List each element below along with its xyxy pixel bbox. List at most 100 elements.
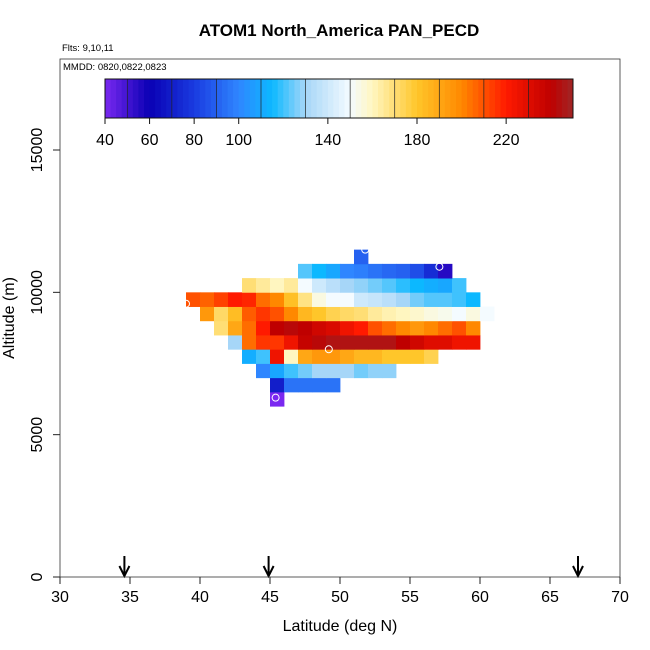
heatmap-cell bbox=[312, 320, 327, 336]
heatmap-cell bbox=[228, 292, 243, 307]
heatmap-cell bbox=[256, 363, 271, 379]
colorbar-swatch bbox=[361, 79, 368, 118]
colorbar-swatch bbox=[522, 79, 529, 118]
heatmap-cell bbox=[410, 320, 425, 336]
colorbar-swatch bbox=[216, 79, 223, 118]
heatmap-cell bbox=[270, 292, 285, 307]
heatmap-cell bbox=[242, 349, 257, 364]
colorbar-swatch bbox=[366, 79, 373, 118]
heatmap-cell bbox=[354, 306, 369, 322]
heatmap-cell bbox=[424, 349, 439, 364]
heatmap-cell bbox=[284, 363, 299, 379]
colorbar-swatch bbox=[322, 79, 329, 118]
colorbar-swatch bbox=[333, 79, 340, 118]
colorbar-swatch bbox=[222, 79, 229, 118]
colorbar-swatch bbox=[567, 79, 574, 118]
heatmap-cell bbox=[438, 292, 453, 307]
colorbar-swatch bbox=[500, 79, 507, 118]
colorbar-swatch bbox=[155, 79, 162, 118]
flight-marker bbox=[435, 262, 444, 271]
heatmap-cell bbox=[438, 278, 453, 293]
colorbar-swatch bbox=[394, 79, 401, 118]
heatmap-cell bbox=[424, 306, 439, 322]
colorbar-swatch bbox=[300, 79, 307, 118]
heatmap-cell bbox=[396, 349, 411, 364]
y-tick-label: 5000 bbox=[29, 417, 46, 453]
colorbar-swatch bbox=[311, 79, 318, 118]
heatmap-cell bbox=[410, 278, 425, 293]
flight-marker bbox=[271, 393, 280, 402]
colorbar-swatch bbox=[472, 79, 479, 118]
heatmap-cell bbox=[256, 335, 271, 350]
flight-marker bbox=[324, 345, 333, 354]
heatmap-cell bbox=[340, 363, 355, 379]
colorbar-swatch bbox=[489, 79, 496, 118]
heatmap-cell bbox=[326, 278, 341, 293]
arrow-head bbox=[118, 565, 131, 579]
heatmap-cell bbox=[298, 263, 313, 279]
colorbar-swatch bbox=[506, 79, 513, 118]
x-tick-label: 45 bbox=[261, 589, 279, 606]
colorbar-swatch bbox=[350, 79, 357, 118]
colorbar-swatch bbox=[339, 79, 346, 118]
heatmap-cell bbox=[326, 377, 341, 393]
heatmap-cell bbox=[200, 292, 215, 307]
heatmap-cell bbox=[242, 320, 257, 336]
heatmap-cell bbox=[452, 278, 467, 293]
heatmap-cell bbox=[354, 349, 369, 364]
heatmap-cell bbox=[466, 320, 481, 336]
heatmap-cell bbox=[424, 278, 439, 293]
heatmap-cell bbox=[298, 320, 313, 336]
profile-arrows bbox=[118, 556, 584, 579]
heatmap-cell bbox=[438, 320, 453, 336]
x-tick-label: 55 bbox=[401, 589, 419, 606]
heatmap-cell bbox=[368, 335, 383, 350]
colorbar-swatch bbox=[561, 79, 568, 118]
arrow-head bbox=[262, 565, 275, 579]
colorbar-swatch bbox=[400, 79, 407, 118]
heatmap-cell bbox=[270, 320, 285, 336]
heatmap-cell bbox=[382, 278, 397, 293]
heatmap-cell bbox=[298, 306, 313, 322]
heatmap-cell bbox=[312, 377, 327, 393]
heatmap-cell bbox=[214, 292, 229, 307]
colorbar-swatch bbox=[177, 79, 184, 118]
flight-marker bbox=[182, 299, 190, 308]
x-tick-label: 30 bbox=[51, 589, 69, 606]
colorbar-tick-label: 80 bbox=[185, 132, 203, 149]
colorbar-swatch bbox=[556, 79, 563, 118]
colorbar-swatch bbox=[272, 79, 279, 118]
colorbar-swatch bbox=[294, 79, 301, 118]
colorbar-tick-label: 220 bbox=[493, 132, 520, 149]
heatmap-cell bbox=[480, 306, 495, 322]
heatmap-cell bbox=[312, 306, 327, 322]
heatmap-cell bbox=[340, 263, 355, 279]
heatmap-cell bbox=[270, 349, 285, 364]
heatmap-cell bbox=[382, 306, 397, 322]
colorbar-swatch bbox=[444, 79, 451, 118]
y-tick-label: 15000 bbox=[29, 128, 46, 173]
colorbar-swatch bbox=[417, 79, 424, 118]
heatmap-cell bbox=[186, 292, 201, 307]
heatmap-cell bbox=[354, 249, 369, 265]
heatmap-cell bbox=[382, 320, 397, 336]
heatmap-cell bbox=[382, 349, 397, 364]
x-tick-label: 60 bbox=[471, 589, 489, 606]
heatmap-cell bbox=[368, 363, 383, 379]
heatmap-cell bbox=[326, 320, 341, 336]
heatmap-cell bbox=[298, 377, 313, 393]
x-axis: 30 35 40 45 50 55 60 65 70 bbox=[51, 577, 629, 606]
heatmap-cell bbox=[410, 349, 425, 364]
colorbar-swatch bbox=[244, 79, 251, 118]
colorbar-swatch bbox=[539, 79, 546, 118]
heatmap-cell bbox=[214, 320, 229, 336]
heatmap-cell bbox=[382, 363, 397, 379]
flight-markers bbox=[182, 245, 532, 402]
heatmap-cell bbox=[354, 363, 369, 379]
heatmap-cell bbox=[368, 263, 383, 279]
colorbar-swatch bbox=[545, 79, 552, 118]
heatmap-cell bbox=[382, 335, 397, 350]
colorbar-swatch bbox=[461, 79, 468, 118]
heatmap-cell bbox=[312, 263, 327, 279]
heatmap-cell bbox=[270, 278, 285, 293]
